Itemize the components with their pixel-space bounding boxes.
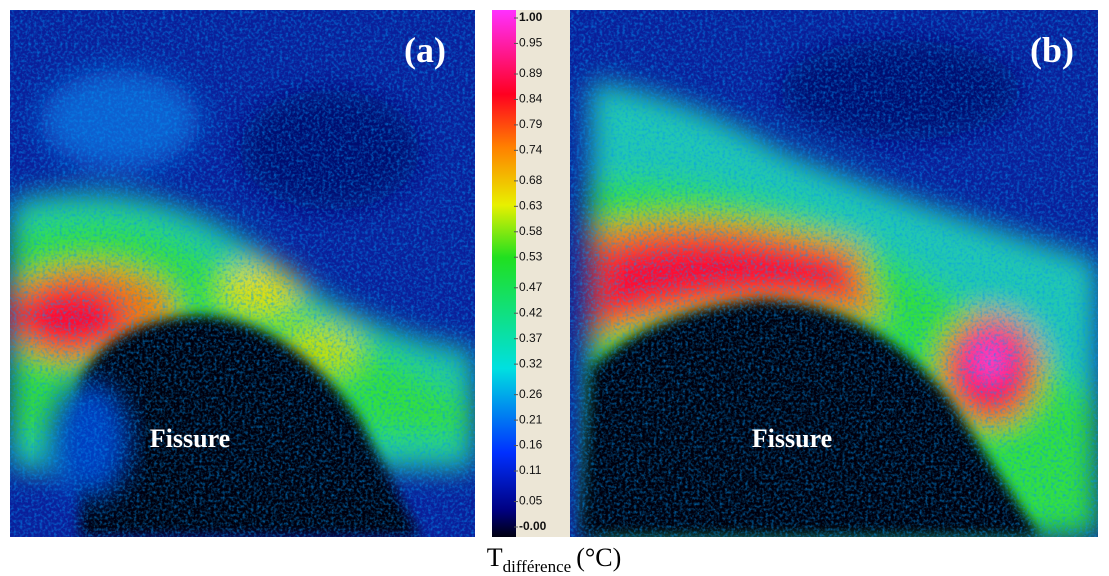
colorbar-tick-label: 0.42 bbox=[519, 305, 543, 319]
colorbar-ticks: 1.00 0.95 0.89 0.84 0.79 0.74 0.68 0.63 0.58 0.53… bbox=[514, 10, 547, 533]
colorbar-tick-label: 1.00 bbox=[519, 10, 543, 24]
colorbar-tick-label: 0.63 bbox=[519, 199, 543, 213]
colorbar-tick-label: 0.47 bbox=[519, 280, 543, 294]
colorbar-tick-label: 0.32 bbox=[519, 356, 543, 370]
colorbar bbox=[492, 10, 516, 537]
colorbar-labels-bg bbox=[516, 10, 570, 537]
caption-unit: (°C) bbox=[576, 543, 621, 572]
colorbar-tick-label: 0.26 bbox=[519, 387, 543, 401]
colorbar-tick-label: 0.05 bbox=[519, 494, 543, 508]
thermal-image-b bbox=[570, 10, 1098, 537]
colorbar-tick-label: 0.16 bbox=[519, 438, 543, 452]
caption-subscript: différence bbox=[503, 557, 572, 576]
caption-symbol: T bbox=[487, 543, 503, 572]
colorbar-tick-label: 0.89 bbox=[519, 66, 543, 80]
colorbar-tick-label: 0.79 bbox=[519, 117, 543, 131]
thermal-image-a bbox=[10, 10, 475, 537]
colorbar-tick-label: 0.11 bbox=[519, 463, 542, 477]
colorbar-tick-label: 0.95 bbox=[519, 36, 543, 50]
colorbar-tick-label: 0.84 bbox=[519, 92, 543, 106]
annotation: Fissure bbox=[150, 424, 230, 453]
colorbar-tick-label: 0.68 bbox=[519, 173, 543, 187]
caption: Tdifférence (°C) bbox=[487, 543, 622, 576]
panel-label: (b) bbox=[1030, 30, 1074, 70]
colorbar-tick-label: 0.58 bbox=[519, 224, 543, 238]
panel-label: (a) bbox=[404, 30, 446, 70]
colorbar-tick-label: 0.53 bbox=[519, 249, 543, 263]
colorbar-tick-label: 0.37 bbox=[519, 331, 543, 345]
colorbar-tick-label: 0.74 bbox=[519, 143, 543, 157]
annotation: Fissure bbox=[752, 424, 832, 453]
colorbar-tick-label: -0.00 bbox=[519, 519, 547, 533]
colorbar-tick-label: 0.21 bbox=[519, 412, 543, 426]
